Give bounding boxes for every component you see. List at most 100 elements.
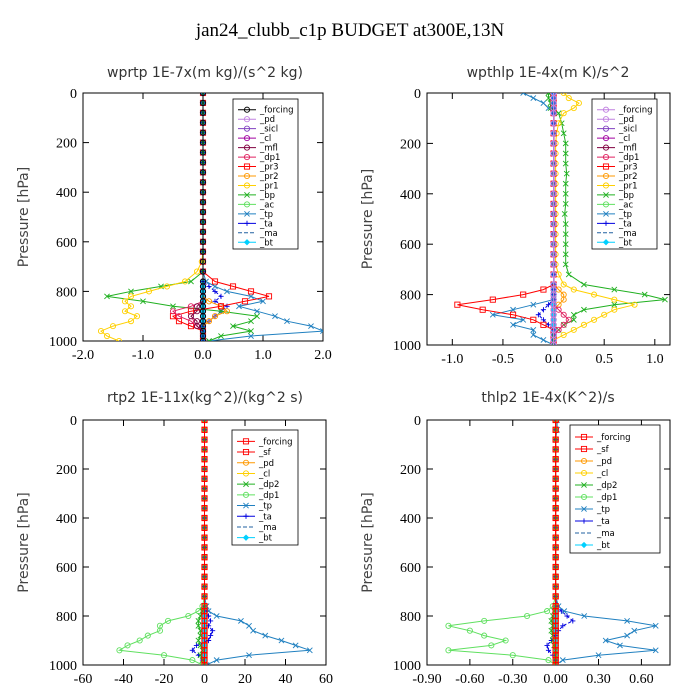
series-point-bp (560, 130, 567, 137)
series-point-pr3 (489, 296, 496, 303)
series-point-forcing (552, 544, 559, 551)
series-point-forcing (552, 495, 559, 502)
y-axis-label: Pressure [hPa] (360, 492, 376, 592)
series-area (445, 420, 659, 665)
series-point-forcing (199, 139, 207, 146)
y-tick-label: 400 (56, 186, 77, 201)
series-point-tp (284, 318, 290, 325)
series-point-forcing (550, 261, 557, 268)
series-point-pr1 (611, 306, 618, 313)
series-point-pr1 (127, 303, 135, 310)
series-point-ta (210, 628, 216, 634)
y-axis-label: Pressure [hPa] (16, 167, 32, 267)
series-point-forcing (552, 420, 559, 424)
series-point-forcing (552, 475, 559, 482)
y-axis-label: Pressure [hPa] (360, 169, 376, 269)
series-point-pr1 (115, 337, 123, 341)
legend-label: _ta (618, 219, 632, 229)
series-area (116, 420, 313, 665)
legend-marker (243, 163, 251, 170)
legend-label: _forcing (618, 106, 653, 116)
series-point-dp1 (144, 632, 151, 639)
legend-marker (603, 220, 609, 226)
series-point-bp (562, 241, 569, 248)
legend-label: _bt (259, 238, 274, 248)
series-point-tp (530, 95, 537, 101)
series-point-tp (581, 613, 588, 619)
series-point-ta (206, 283, 212, 290)
page-title: jan24_clubb_c1p BUDGET at300E,13N (195, 20, 505, 41)
series-point-forcing (199, 218, 207, 226)
series-point-dp2 (195, 637, 202, 644)
legend-label: _mfl (259, 144, 278, 154)
legend-marker (244, 220, 250, 226)
series-point-mfl (193, 308, 201, 315)
legend-label: _bt (618, 238, 633, 248)
series-point-ta (218, 293, 224, 299)
series-point-tp (489, 311, 496, 318)
series-point-tp (272, 313, 278, 320)
series-point-forcing (201, 420, 208, 424)
series-point-bp (562, 261, 569, 268)
series-point-forcing (552, 446, 559, 453)
series-point-tp (246, 652, 252, 659)
x-tick-label: 2.0 (314, 348, 332, 363)
legend-label: _forcing (596, 433, 631, 443)
legend-box (591, 98, 658, 250)
series-point-bp (545, 95, 552, 101)
legend-marker (243, 125, 251, 132)
x-tick-label: 0.5 (595, 352, 613, 367)
series-point-ta (207, 618, 214, 624)
series-point-bp (206, 338, 212, 341)
legend-marker (243, 201, 251, 208)
legend-marker (243, 106, 251, 113)
series-point-pr1 (631, 301, 638, 308)
y-tick-label: 800 (56, 610, 77, 625)
series-point-forcing (552, 426, 559, 433)
legend-label: _pd (596, 457, 612, 467)
legend-marker (580, 457, 588, 465)
series-point-forcing (550, 160, 557, 167)
series-point-pr1 (121, 308, 129, 315)
series-point-forcing (199, 119, 207, 126)
series-point-pr3 (520, 291, 527, 298)
series-point-bp (248, 328, 254, 334)
legend-marker (243, 144, 251, 151)
series-point-tp (320, 328, 323, 334)
legend-marker (603, 192, 609, 198)
series-point-forcing (552, 534, 559, 541)
legend-label: _sicl (259, 125, 278, 135)
series-point-forcing (199, 258, 207, 265)
legend-label: _dp2 (258, 480, 279, 490)
legend-marker (602, 172, 610, 180)
x-tick-label: 0.30 (586, 672, 611, 687)
legend-marker (244, 210, 250, 217)
series-point-bp (570, 311, 577, 318)
series-point-pr1 (570, 286, 577, 293)
legend-label: _bt (258, 534, 273, 544)
series-point-tp (617, 642, 623, 649)
series-point-tp (260, 298, 266, 305)
series-point-dp1 (187, 303, 195, 310)
y-tick-label: 0 (70, 414, 77, 429)
series-point-pr1 (560, 110, 567, 117)
series-point-pr1 (591, 291, 598, 298)
series-point-tp (540, 100, 547, 106)
legend-label: _tp (618, 210, 632, 220)
legend-label: _forcing (259, 106, 294, 116)
series-point-bp (662, 296, 668, 303)
legend-marker (243, 154, 251, 161)
series-point-forcing (550, 341, 557, 345)
series-point-forcing (199, 199, 207, 206)
series-point-bp (611, 301, 618, 308)
series-point-pr1 (97, 328, 105, 335)
series-point-bp (611, 286, 618, 293)
legend-marker (242, 438, 250, 445)
series-point-forcing (201, 495, 208, 502)
series-point-bp (104, 293, 110, 300)
series-point-pr3 (479, 306, 486, 313)
series-point-pr3 (229, 283, 237, 290)
legend-label: _sf (258, 448, 272, 458)
series-point-dp1 (524, 612, 531, 620)
series-point-mfl (193, 323, 201, 330)
